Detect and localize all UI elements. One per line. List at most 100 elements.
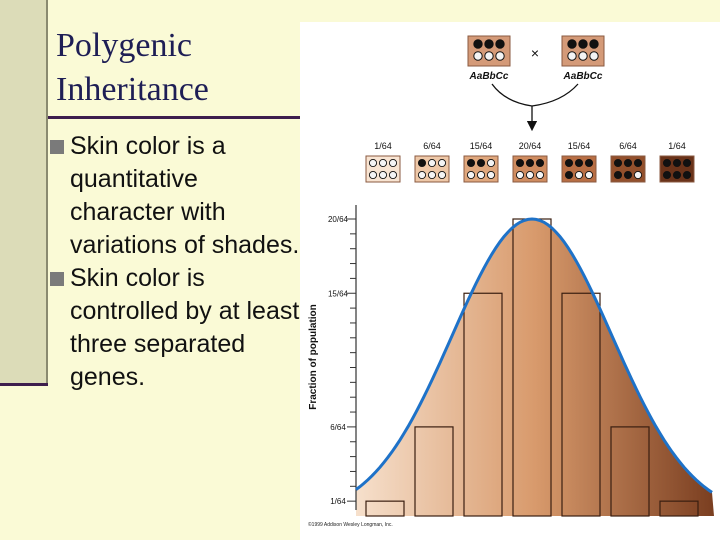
class-fraction-label: 20/64 (519, 141, 542, 151)
dominant-allele-dot (515, 158, 525, 168)
recessive-allele-dot (368, 170, 378, 180)
dominant-allele-dot (564, 158, 574, 168)
dominant-allele-dot (495, 39, 505, 49)
dominant-allele-dot (662, 170, 672, 180)
recessive-allele-dot (388, 158, 398, 168)
recessive-allele-dot (476, 170, 486, 180)
dominant-allele-dot (584, 158, 594, 168)
distribution-area (356, 219, 714, 516)
recessive-allele-dot (437, 170, 447, 180)
offspring-classes: 1/64 6/64 15/64 20/64 15/64 6/64 1/64 (365, 141, 695, 183)
recessive-allele-dot (378, 158, 388, 168)
normal-curve (355, 217, 713, 494)
side-accent-edge (46, 0, 48, 385)
dominant-allele-dot (473, 39, 483, 49)
recessive-allele-dot (427, 170, 437, 180)
dominant-allele-dot (484, 39, 494, 49)
parent-2-genotype: AaBbCc (563, 71, 603, 82)
dominant-allele-dot (672, 158, 682, 168)
y-axis-label: Fraction of population (308, 304, 319, 410)
recessive-allele-dot (633, 170, 643, 180)
slide-title: Polygenic Inheritance (56, 24, 296, 112)
class-fraction-label: 1/64 (374, 141, 392, 151)
dominant-allele-dot (525, 158, 535, 168)
recessive-allele-dot (495, 51, 505, 61)
dominant-allele-dot (535, 158, 545, 168)
recessive-allele-dot (417, 170, 427, 180)
dominant-allele-dot (682, 158, 692, 168)
recessive-allele-dot (466, 170, 476, 180)
bullet-item: Skin color is a quantitative character w… (48, 130, 300, 262)
recessive-allele-dot (473, 51, 483, 61)
polygenic-inheritance-figure: AaBbCc × AaBbCc 1/64 6/64 15/64 20/64 15/64 6… (300, 22, 720, 540)
area-fill (356, 219, 714, 516)
parent-1-genotype: AaBbCc (469, 71, 509, 82)
bullet-text: Skin color is a quantitative character w… (70, 132, 300, 259)
square-bullet-icon (50, 272, 64, 286)
y-tick-label: 1/64 (330, 497, 346, 506)
slide-title-line-1: Polygenic (56, 27, 192, 64)
cross-symbol: × (531, 45, 539, 61)
dominant-allele-dot (672, 170, 682, 180)
cross-lines (491, 83, 579, 107)
dominant-allele-dot (578, 39, 588, 49)
bullet-text: Skin color is controlled by at least thr… (70, 264, 300, 391)
bullet-item: Skin color is controlled by at least thr… (48, 262, 300, 394)
recessive-allele-dot (578, 51, 588, 61)
parent-2-alleles (567, 39, 599, 61)
dominant-allele-dot (466, 158, 476, 168)
recessive-allele-dot (437, 158, 447, 168)
y-tick-label: 20/64 (328, 215, 349, 224)
recessive-allele-dot (584, 170, 594, 180)
recessive-allele-dot (484, 51, 494, 61)
recessive-allele-dot (486, 170, 496, 180)
y-axis: 20/64 15/64 6/64 1/64 (328, 205, 357, 510)
bar (610, 426, 650, 517)
dominant-allele-dot (589, 39, 599, 49)
recessive-allele-dot (525, 170, 535, 180)
bar (365, 500, 405, 517)
recessive-allele-dot (589, 51, 599, 61)
bullet-list: Skin color is a quantitative character w… (48, 130, 300, 394)
recessive-allele-dot (574, 170, 584, 180)
side-bar-rule (0, 383, 48, 386)
class-fraction-label: 6/64 (619, 141, 637, 151)
dominant-allele-dot (682, 170, 692, 180)
figure-canvas: AaBbCc × AaBbCc 1/64 6/64 15/64 20/64 15/64 6… (308, 35, 714, 528)
class-fraction-label: 15/64 (470, 141, 493, 151)
square-bullet-icon (50, 140, 64, 154)
dominant-allele-dot (417, 158, 427, 168)
dominant-allele-dot (567, 39, 577, 49)
parent-1-alleles (473, 39, 505, 61)
recessive-allele-dot (388, 170, 398, 180)
dominant-allele-dot (623, 170, 633, 180)
side-accent-bar (0, 0, 48, 385)
recessive-allele-dot (567, 51, 577, 61)
dominant-allele-dot (564, 170, 574, 180)
slide-title-line-2: Inheritance (56, 71, 209, 108)
dominant-allele-dot (574, 158, 584, 168)
bar (414, 426, 454, 517)
dominant-allele-dot (613, 158, 623, 168)
title-underline (48, 116, 300, 119)
y-tick-label: 6/64 (330, 423, 346, 432)
y-tick-label: 15/64 (328, 289, 349, 298)
bar (463, 292, 503, 517)
recessive-allele-dot (378, 170, 388, 180)
recessive-allele-dot (486, 158, 496, 168)
bar (659, 500, 699, 517)
dominant-allele-dot (623, 158, 633, 168)
dominant-allele-dot (633, 158, 643, 168)
recessive-allele-dot (515, 170, 525, 180)
dominant-allele-dot (613, 170, 623, 180)
class-fraction-label: 1/64 (668, 141, 686, 151)
copyright-credit: ©1999 Addison Wesley Longman, Inc. (308, 521, 393, 528)
class-fraction-label: 15/64 (568, 141, 591, 151)
recessive-allele-dot (535, 170, 545, 180)
dominant-allele-dot (662, 158, 672, 168)
dominant-allele-dot (476, 158, 486, 168)
bar (561, 292, 601, 517)
recessive-allele-dot (368, 158, 378, 168)
recessive-allele-dot (427, 158, 437, 168)
class-fraction-label: 6/64 (423, 141, 441, 151)
